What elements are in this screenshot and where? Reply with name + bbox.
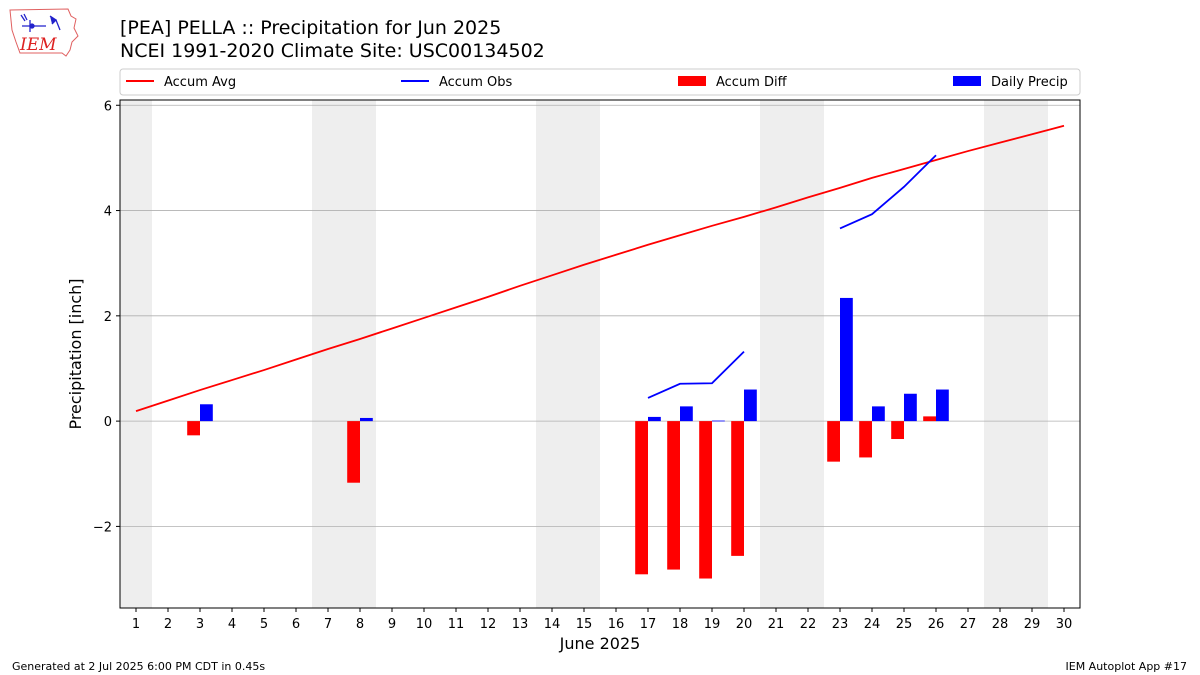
daily-precip-bar [712, 420, 725, 422]
legend-label: Accum Avg [164, 75, 236, 90]
plot-frame [119, 99, 1081, 609]
legend-frame [119, 68, 1081, 96]
x-tick-label: 27 [960, 617, 977, 632]
chart-title-line-2: NCEI 1991-2020 Climate Site: USC00134502 [120, 40, 545, 62]
accum-diff-bar [731, 421, 744, 556]
x-tick-label: 15 [576, 617, 593, 632]
x-tick-label: 18 [672, 617, 689, 632]
weekend-band [984, 100, 1048, 608]
daily-precip-bar [872, 406, 885, 422]
x-tick-label: 14 [544, 617, 561, 632]
y-tick-label: 6 [104, 99, 112, 114]
x-tick-label: 5 [260, 617, 268, 632]
weekend-band [760, 100, 824, 608]
x-tick-label: 12 [480, 617, 497, 632]
footer-generated-note: Generated at 2 Jul 2025 6:00 PM CDT in 0… [12, 660, 266, 673]
legend-swatch-bar [953, 76, 981, 86]
accum-obs-line [839, 154, 937, 230]
accum-avg-line [135, 124, 1065, 412]
x-tick-label: 1 [132, 617, 140, 632]
iem-logo: IEM [9, 8, 79, 57]
x-tick-label: 24 [864, 617, 881, 632]
daily-precip-bar [904, 393, 917, 422]
x-tick-label: 29 [1024, 617, 1041, 632]
x-tick-label: 21 [768, 617, 785, 632]
legend-swatch-bar [678, 76, 706, 86]
x-tick-label: 9 [388, 617, 396, 632]
x-tick-label: 28 [992, 617, 1009, 632]
daily-precip-bar [840, 297, 853, 422]
x-tick-label: 26 [928, 617, 945, 632]
logo-text: IEM [19, 35, 57, 55]
iowa-state-outline-icon [9, 8, 79, 57]
daily-precip-bar [360, 417, 373, 422]
accum-diff-bar [699, 421, 712, 579]
accum-diff-bar [187, 421, 200, 436]
x-tick-label: 4 [228, 617, 236, 632]
x-tick-label: 16 [608, 617, 625, 632]
x-tick-label: 7 [324, 617, 332, 632]
weekend-band [536, 100, 600, 608]
accum-diff-bar [859, 421, 872, 458]
accum-diff-bar [891, 421, 904, 440]
x-tick-label: 2 [164, 617, 172, 632]
x-tick-label: 8 [356, 617, 364, 632]
accum-diff-bar [923, 416, 936, 422]
x-tick-label: 10 [416, 617, 433, 632]
daily-precip-bar [200, 404, 213, 422]
x-tick-label: 3 [196, 617, 204, 632]
x-tick-label: 20 [736, 617, 753, 632]
accum-diff-bar [635, 421, 648, 575]
y-tick-label: 2 [104, 310, 112, 325]
y-axis-label: Precipitation [inch] [66, 278, 85, 429]
x-tick-label: 23 [832, 617, 849, 632]
accum-diff-bar [347, 421, 360, 483]
x-tick-label: 17 [640, 617, 657, 632]
x-tick-label: 6 [292, 617, 300, 632]
y-tick-label: 4 [104, 205, 112, 220]
y-tick-label: 0 [104, 415, 112, 430]
legend: Accum Avg Accum Obs Accum Diff Daily Precip [119, 68, 1081, 96]
footer-app-credit: IEM Autoplot App #17 [1065, 660, 1188, 673]
x-axis-label: June 2025 [559, 634, 641, 653]
weekend-band [312, 100, 376, 608]
daily-precip-bar [744, 389, 757, 422]
x-tick-label: 30 [1056, 617, 1073, 632]
x-tick-label: 13 [512, 617, 529, 632]
x-tick-label: 19 [704, 617, 721, 632]
x-tick-label: 22 [800, 617, 817, 632]
daily-precip-bar [936, 389, 949, 422]
accum-diff-bar [667, 421, 680, 570]
weekend-band [120, 100, 152, 608]
legend-label: Accum Obs [439, 75, 512, 90]
daily-precip-bar [648, 416, 661, 422]
legend-label: Daily Precip [991, 75, 1068, 90]
legend-label: Accum Diff [716, 75, 788, 90]
y-tick-label: −2 [93, 520, 112, 535]
chart-title-line-1: [PEA] PELLA :: Precipitation for Jun 202… [120, 17, 502, 39]
daily-precip-bar [680, 406, 693, 422]
x-tick-label: 25 [896, 617, 913, 632]
accum-obs-line [647, 350, 745, 399]
weather-station-icon [20, 13, 61, 32]
accum-diff-bar [827, 421, 840, 462]
x-tick-label: 11 [448, 617, 465, 632]
